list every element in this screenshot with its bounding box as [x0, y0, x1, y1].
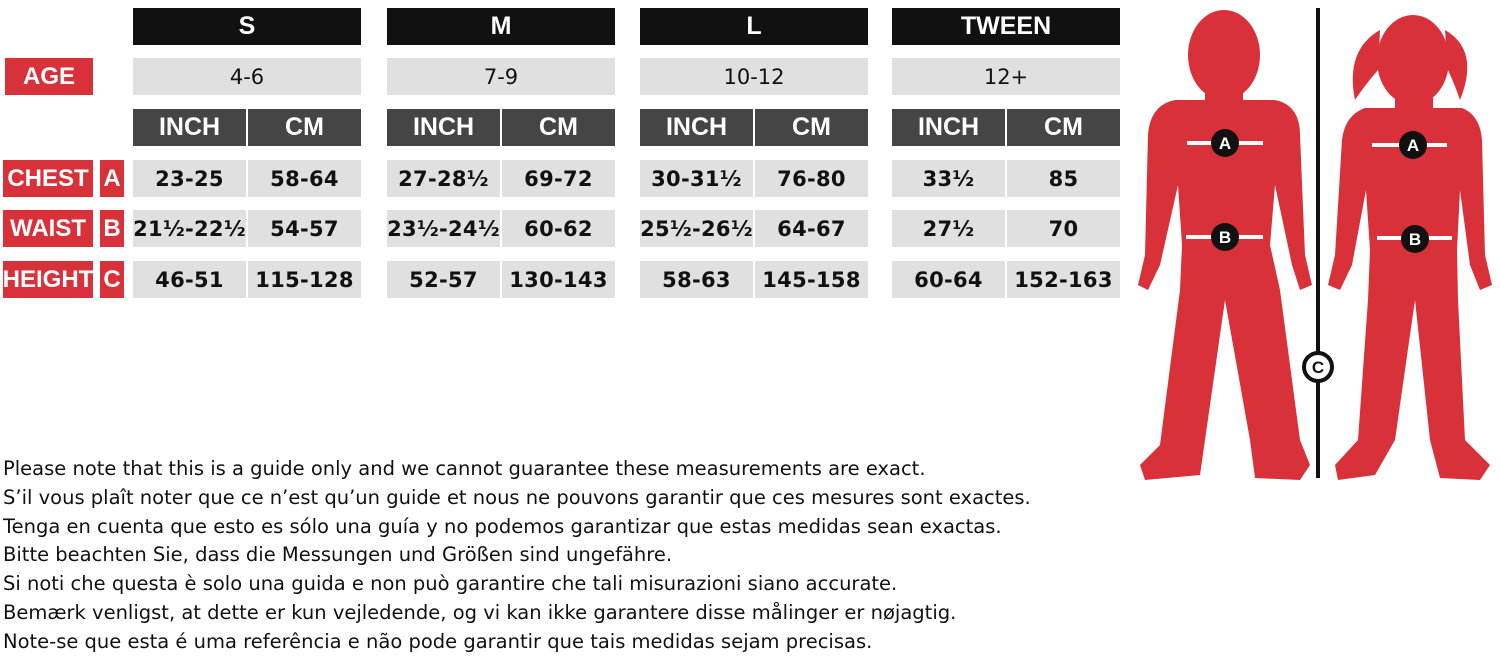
height-inch-cell: 58-63	[640, 261, 753, 298]
chest-label: CHEST	[3, 160, 93, 197]
size-header: TWEEN	[892, 8, 1120, 45]
chest-inch-cell: 27-28½	[387, 160, 500, 197]
height-cm-cell: 115-128	[248, 261, 361, 298]
chest-cm-cell: 76-80	[755, 160, 868, 197]
cm-header: CM	[248, 109, 361, 146]
cm-header: CM	[755, 109, 868, 146]
chest-inch-cell: 30-31½	[640, 160, 753, 197]
chest-cm-cell: 85	[1007, 160, 1120, 197]
waist-inch-cell: 27½	[892, 210, 1005, 247]
marker-a-boy	[1211, 129, 1239, 157]
note-line: Bitte beachten Sie, dass die Messungen u…	[3, 543, 673, 567]
chest-inch-cell: 23-25	[133, 160, 246, 197]
inch-header: INCH	[133, 109, 246, 146]
disclaimer-notes: Please note that this is a guide only an…	[3, 455, 1031, 657]
age-cell: 7-9	[387, 58, 615, 95]
chest-inch-cell: 33½	[892, 160, 1005, 197]
waist-cm-cell: 60-62	[502, 210, 615, 247]
marker-a-girl-text: A	[1407, 136, 1419, 155]
inch-header: INCH	[387, 109, 500, 146]
waist-letter: B	[100, 210, 124, 247]
height-cm-cell: 130-143	[502, 261, 615, 298]
age-cell: 10-12	[640, 58, 868, 95]
inch-header: INCH	[640, 109, 753, 146]
waist-inch-cell: 21½-22½	[133, 210, 246, 247]
cm-header: CM	[502, 109, 615, 146]
waist-inch-cell: 25½-26½	[640, 210, 753, 247]
height-inch-cell: 46-51	[133, 261, 246, 298]
marker-b-girl-text: B	[1409, 230, 1421, 249]
waist-cm-cell: 54-57	[248, 210, 361, 247]
boy-silhouette	[1138, 10, 1312, 480]
chest-cm-cell: 58-64	[248, 160, 361, 197]
girl-silhouette	[1328, 15, 1492, 480]
height-letter: C	[100, 261, 124, 298]
marker-c-text: C	[1312, 358, 1324, 377]
waist-label: WAIST	[3, 210, 93, 247]
inch-header: INCH	[892, 109, 1005, 146]
cm-header: CM	[1007, 109, 1120, 146]
size-header: L	[640, 8, 868, 45]
marker-b-boy-text: B	[1219, 228, 1231, 247]
note-line: S’il vous plaît noter que ce n’est qu’un…	[3, 485, 1031, 509]
height-label: HEIGHT	[3, 261, 93, 298]
age-label: AGE	[5, 58, 93, 95]
marker-a-girl	[1399, 131, 1427, 159]
note-line: Si noti che questa è solo una guida e no…	[3, 572, 898, 596]
note-line: Bemærk venligst, at dette er kun vejlede…	[3, 600, 957, 624]
waist-inch-cell: 23½-24½	[387, 210, 500, 247]
note-line: Tenga en cuenta que esto es sólo una guí…	[3, 514, 1002, 538]
marker-c	[1302, 351, 1334, 383]
marker-b-boy	[1211, 223, 1239, 251]
height-inch-cell: 60-64	[892, 261, 1005, 298]
chest-letter: A	[100, 160, 124, 197]
age-cell: 12+	[892, 58, 1120, 95]
chest-cm-cell: 69-72	[502, 160, 615, 197]
height-inch-cell: 52-57	[387, 261, 500, 298]
marker-b-girl	[1401, 225, 1429, 253]
waist-cm-cell: 64-67	[755, 210, 868, 247]
height-cm-cell: 152-163	[1007, 261, 1120, 298]
size-header: S	[133, 8, 361, 45]
marker-a-boy-text: A	[1219, 134, 1231, 153]
height-cm-cell: 145-158	[755, 261, 868, 298]
waist-cm-cell: 70	[1007, 210, 1120, 247]
note-line: Note-se que esta é uma referência e não …	[3, 629, 873, 653]
age-cell: 4-6	[133, 58, 361, 95]
note-line: Please note that this is a guide only an…	[3, 457, 926, 480]
size-header: M	[387, 8, 615, 45]
